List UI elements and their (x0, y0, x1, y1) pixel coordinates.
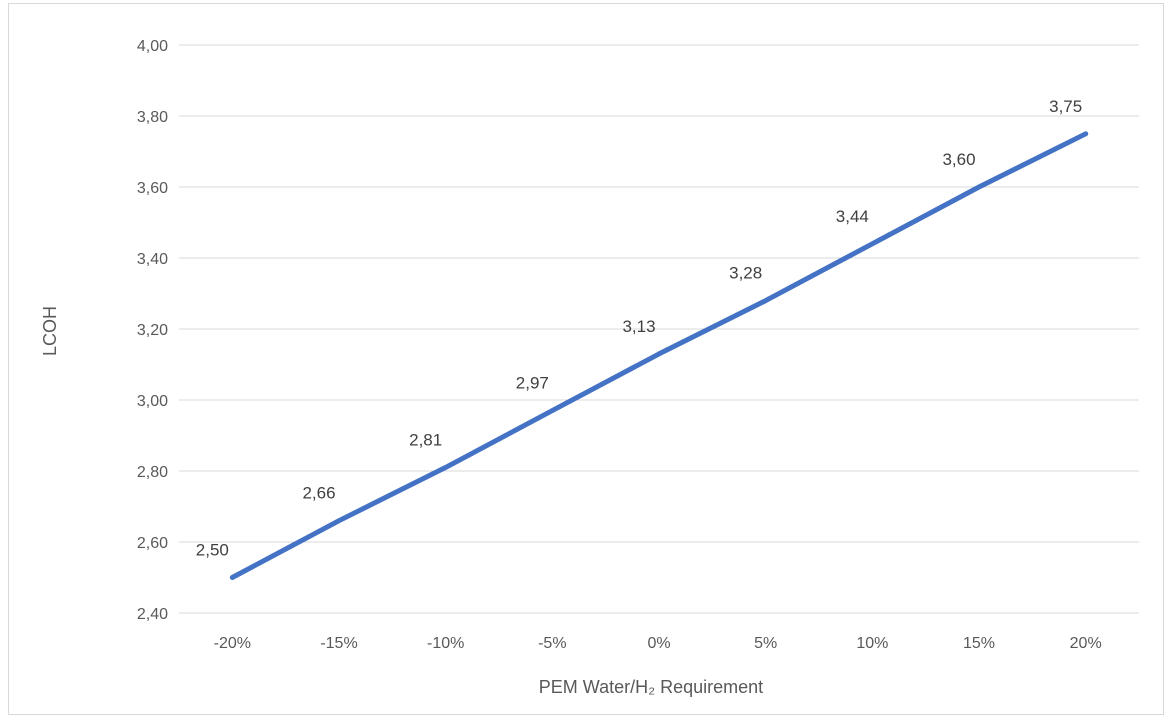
data-labels: 2,50 2,66 2,81 2,97 3,13 3,28 3,44 3,60 3,75 (196, 97, 1082, 560)
data-label: 3,28 (729, 264, 762, 283)
data-label: 2,50 (196, 541, 229, 560)
y-tick-label: 3,20 (137, 322, 168, 339)
data-label: 3,13 (622, 317, 655, 336)
y-axis-title: LCOH (40, 306, 60, 356)
y-tick-label: 2,60 (137, 535, 168, 552)
y-tick-label: 4,00 (137, 38, 168, 55)
data-label: 3,75 (1049, 97, 1082, 116)
data-label: 2,66 (302, 484, 335, 503)
x-tick-label: 20% (1070, 635, 1102, 652)
data-label: 3,44 (836, 207, 869, 226)
x-tick-label: -15% (320, 635, 357, 652)
x-axis-tick-labels: -20% -15% -10% -5% 0% 5% 10% 15% 20% (214, 635, 1102, 652)
y-tick-label: 3,00 (137, 393, 168, 410)
x-axis-title: PEM Water/H₂ Requirement (539, 677, 763, 697)
y-tick-label: 3,60 (137, 180, 168, 197)
chart-area: 2,40 2,60 2,80 3,00 3,20 3,40 3,60 3,80 4,00 -20… (8, 3, 1164, 715)
y-tick-label: 2,40 (137, 606, 168, 623)
data-label: 3,60 (942, 150, 975, 169)
y-tick-label: 3,80 (137, 109, 168, 126)
line-chart: 2,40 2,60 2,80 3,00 3,20 3,40 3,60 3,80 4,00 -20… (40, 38, 1139, 697)
x-tick-label: 15% (963, 635, 995, 652)
y-tick-label: 2,80 (137, 464, 168, 481)
gridlines (179, 44, 1139, 614)
x-tick-label: -5% (538, 635, 566, 652)
y-axis-tick-labels: 2,40 2,60 2,80 3,00 3,20 3,40 3,60 3,80 4,00 (137, 38, 168, 623)
series-line (229, 131, 1089, 580)
x-tick-label: -10% (427, 635, 464, 652)
x-tick-label: 0% (647, 635, 670, 652)
y-tick-label: 3,40 (137, 251, 168, 268)
x-tick-label: 10% (856, 635, 888, 652)
series-layer (229, 131, 1089, 580)
x-tick-label: 5% (754, 635, 777, 652)
data-label: 2,97 (516, 374, 549, 393)
x-tick-label: -20% (214, 635, 251, 652)
data-label: 2,81 (409, 430, 442, 449)
